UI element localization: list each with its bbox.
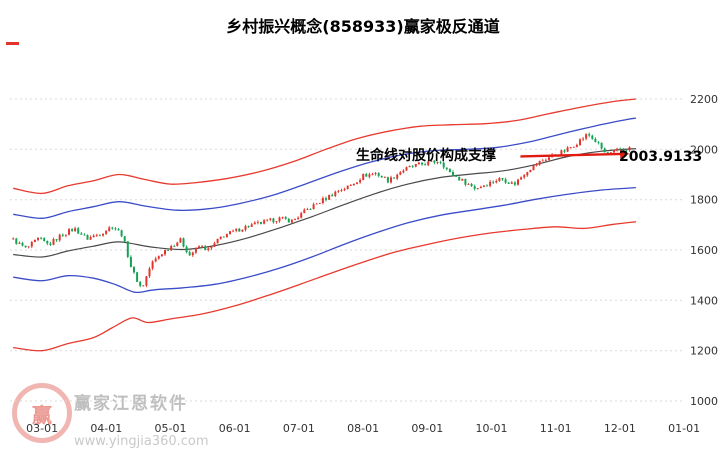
band-upper-blue bbox=[13, 117, 637, 219]
x-axis-label: 01-01 bbox=[668, 422, 700, 435]
support-annotation: 生命线对股价构成支撑 bbox=[356, 148, 496, 164]
x-axis-label: 06-01 bbox=[219, 422, 251, 435]
price-label: 2003.9133 bbox=[619, 149, 703, 165]
x-axis-label: 10-01 bbox=[476, 422, 508, 435]
red-tick-marker bbox=[6, 42, 19, 45]
x-axis-label: 07-01 bbox=[283, 422, 315, 435]
x-axis-label: 08-01 bbox=[347, 422, 379, 435]
x-axis-label: 12-01 bbox=[604, 422, 636, 435]
y-axis-label: 1600 bbox=[690, 244, 718, 257]
band-upper-red bbox=[13, 98, 636, 195]
watermark-url: www.yingjia360.com bbox=[74, 434, 209, 449]
y-axis-label: 2000 bbox=[690, 143, 718, 156]
candles-layer bbox=[12, 132, 631, 288]
channel-bands-layer bbox=[13, 98, 637, 352]
band-mid-lifeline bbox=[13, 148, 636, 258]
support-line bbox=[520, 152, 622, 158]
band-lower-blue bbox=[13, 186, 636, 294]
watermark-brand: 赢家江恩软件 bbox=[74, 394, 188, 414]
y-axis-label: 1400 bbox=[690, 294, 718, 307]
y-axis-label: 1200 bbox=[690, 345, 718, 358]
y-axis-label: 1800 bbox=[690, 194, 718, 207]
brand-logo-icon: 赢 bbox=[12, 383, 72, 443]
x-axis-label: 05-01 bbox=[155, 422, 187, 435]
x-axis-label: 11-01 bbox=[540, 422, 572, 435]
chart-title: 乡村振兴概念(858933)赢家极反通道 bbox=[226, 17, 500, 36]
x-axis-label: 04-01 bbox=[90, 422, 122, 435]
band-lower-red bbox=[13, 221, 636, 352]
brand-logo-char: 赢 bbox=[32, 402, 52, 427]
x-axis-label: 03-01 bbox=[26, 422, 58, 435]
y-axis-label: 1000 bbox=[690, 395, 718, 408]
support-line-arrow bbox=[620, 149, 630, 159]
x-axis-label: 09-01 bbox=[411, 422, 443, 435]
grid-layer: 2200 2000 1800 1600 1400 1200 1000 bbox=[10, 93, 718, 408]
x-axis-labels: 03-01 04-01 05-01 06-01 07-01 08-01 09-01 10-01… bbox=[26, 422, 700, 435]
y-axis-label: 2200 bbox=[690, 93, 718, 106]
